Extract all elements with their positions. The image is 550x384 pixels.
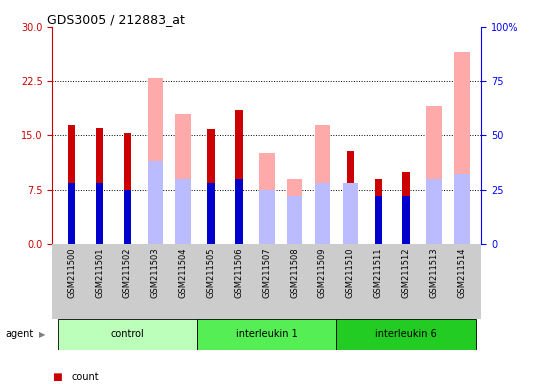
Bar <box>375 179 382 244</box>
Text: GSM211503: GSM211503 <box>151 248 160 298</box>
Text: GDS3005 / 212883_at: GDS3005 / 212883_at <box>47 13 185 26</box>
Text: GSM211500: GSM211500 <box>67 248 76 298</box>
Bar <box>58 319 197 350</box>
Bar <box>343 183 358 244</box>
Bar <box>454 174 470 244</box>
Text: GSM211506: GSM211506 <box>234 248 244 298</box>
Bar <box>197 319 337 350</box>
Bar <box>315 124 330 244</box>
Bar <box>454 52 470 244</box>
Bar <box>426 179 442 244</box>
Text: GSM211513: GSM211513 <box>430 248 438 298</box>
Text: count: count <box>72 372 99 382</box>
Text: GSM211507: GSM211507 <box>262 248 271 298</box>
Bar <box>147 78 163 244</box>
Text: ▶: ▶ <box>39 330 45 339</box>
Bar <box>235 110 243 244</box>
Bar <box>96 183 103 244</box>
Bar <box>147 161 163 244</box>
Bar <box>175 179 191 244</box>
Text: GSM211514: GSM211514 <box>457 248 466 298</box>
Bar <box>315 183 330 244</box>
Bar <box>207 129 214 244</box>
Text: agent: agent <box>6 329 34 339</box>
Bar <box>259 190 274 244</box>
Bar <box>124 190 131 244</box>
Bar <box>375 196 382 244</box>
Text: GSM211510: GSM211510 <box>346 248 355 298</box>
Bar <box>235 179 243 244</box>
Bar <box>346 151 354 244</box>
Text: GSM211505: GSM211505 <box>207 248 216 298</box>
Bar <box>287 179 302 244</box>
Bar <box>426 106 442 244</box>
Text: control: control <box>111 329 144 339</box>
Text: GSM211509: GSM211509 <box>318 248 327 298</box>
Text: GSM211502: GSM211502 <box>123 248 132 298</box>
Bar <box>337 319 476 350</box>
Text: interleukin 6: interleukin 6 <box>375 329 437 339</box>
Bar <box>68 183 75 244</box>
Text: GSM211512: GSM211512 <box>402 248 410 298</box>
Bar <box>175 114 191 244</box>
Bar <box>403 196 410 244</box>
Text: GSM211508: GSM211508 <box>290 248 299 298</box>
Bar <box>96 128 103 244</box>
Bar <box>259 154 274 244</box>
Text: GSM211504: GSM211504 <box>179 248 188 298</box>
Bar <box>68 124 75 244</box>
Bar <box>124 133 131 244</box>
Text: GSM211511: GSM211511 <box>373 248 383 298</box>
Text: interleukin 1: interleukin 1 <box>236 329 298 339</box>
Bar <box>403 172 410 244</box>
Bar <box>207 183 214 244</box>
Text: GSM211501: GSM211501 <box>95 248 104 298</box>
Bar <box>287 196 302 244</box>
Text: ■: ■ <box>52 372 62 382</box>
